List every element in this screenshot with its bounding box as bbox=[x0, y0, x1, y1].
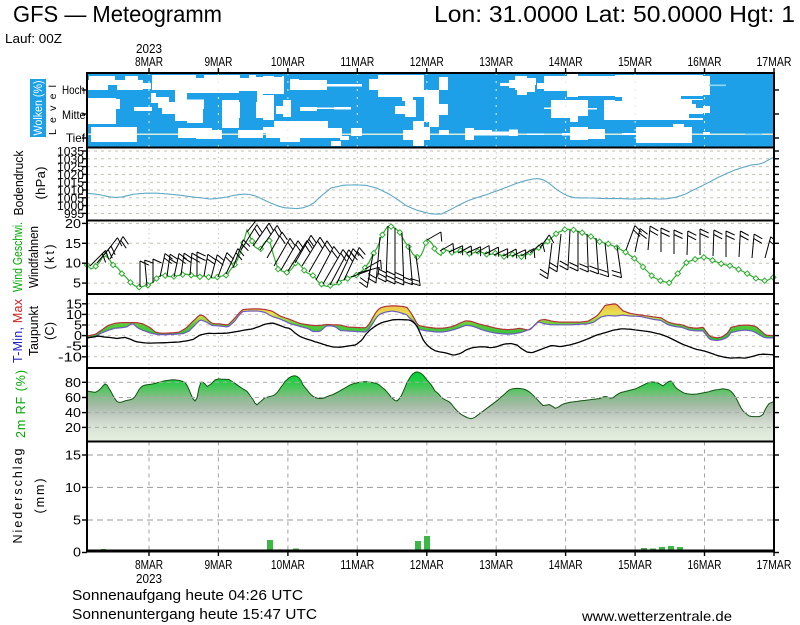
svg-text:2m RF (%): 2m RF (%) bbox=[14, 370, 28, 438]
svg-text:14MAR: 14MAR bbox=[549, 55, 583, 69]
svg-text:Sonnenuntergang heute 15:47 UT: Sonnenuntergang heute 15:47 UTC bbox=[72, 606, 317, 623]
svg-text:13MAR: 13MAR bbox=[479, 55, 513, 69]
svg-text:-5: -5 bbox=[66, 340, 82, 354]
svg-text:10MAR: 10MAR bbox=[271, 558, 305, 572]
svg-text:5: 5 bbox=[73, 277, 81, 291]
svg-text:15: 15 bbox=[65, 237, 81, 251]
svg-text:Windfahnen: Windfahnen bbox=[27, 226, 41, 288]
svg-text:-10: -10 bbox=[58, 350, 82, 364]
svg-text:Wind Geschwi.: Wind Geschwi. bbox=[11, 222, 25, 292]
svg-text:8MAR: 8MAR bbox=[135, 55, 163, 69]
svg-text:2023: 2023 bbox=[136, 42, 162, 56]
svg-text:5: 5 bbox=[73, 514, 81, 528]
svg-text:60: 60 bbox=[65, 391, 81, 405]
svg-text:11MAR: 11MAR bbox=[340, 558, 374, 572]
svg-text:15: 15 bbox=[65, 449, 81, 463]
svg-text:80: 80 bbox=[65, 376, 81, 390]
svg-text:Sonnenaufgang heute 04:26 UTC: Sonnenaufgang heute 04:26 UTC bbox=[72, 587, 303, 604]
svg-text:11MAR: 11MAR bbox=[340, 55, 374, 69]
svg-text:0: 0 bbox=[74, 329, 82, 343]
svg-text:Taupunkt: Taupunkt bbox=[27, 305, 41, 356]
svg-text:10: 10 bbox=[65, 257, 81, 271]
svg-text:20: 20 bbox=[65, 217, 81, 231]
svg-text:1020: 1020 bbox=[57, 168, 84, 182]
svg-text:1035: 1035 bbox=[57, 145, 84, 159]
svg-text:Bodendruck: Bodendruck bbox=[11, 150, 26, 215]
svg-text:16MAR: 16MAR bbox=[688, 558, 722, 572]
svg-text:Mittel: Mittel bbox=[62, 108, 88, 122]
svg-text:10: 10 bbox=[65, 481, 81, 495]
svg-text:8MAR: 8MAR bbox=[135, 558, 163, 572]
svg-text:(mm): (mm) bbox=[33, 479, 47, 514]
svg-text:Level: Level bbox=[47, 85, 59, 135]
svg-text:Lauf: 00Z: Lauf: 00Z bbox=[5, 32, 62, 46]
svg-text:(kt): (kt) bbox=[43, 245, 57, 270]
svg-text:13MAR: 13MAR bbox=[479, 558, 513, 572]
svg-text:2023: 2023 bbox=[136, 572, 162, 586]
svg-text:(C): (C) bbox=[43, 322, 57, 340]
svg-text:Tief: Tief bbox=[66, 131, 86, 145]
svg-text:Wolken (%): Wolken (%) bbox=[33, 80, 45, 135]
svg-text:9MAR: 9MAR bbox=[204, 558, 232, 572]
svg-text:GFS — Meteogramm: GFS — Meteogramm bbox=[13, 1, 222, 27]
svg-text:1005: 1005 bbox=[57, 191, 84, 205]
svg-text:15: 15 bbox=[66, 297, 82, 311]
svg-text:1000: 1000 bbox=[57, 199, 84, 213]
svg-text:www.wetterzentrale.de: www.wetterzentrale.de bbox=[581, 608, 732, 624]
svg-text:1030: 1030 bbox=[57, 152, 84, 166]
svg-text:40: 40 bbox=[65, 406, 81, 420]
svg-text:(hPa): (hPa) bbox=[33, 167, 48, 200]
svg-text:17MAR: 17MAR bbox=[756, 558, 791, 572]
svg-text:Lon: 31.0000 Lat: 50.0000 Hgt:: Lon: 31.0000 Lat: 50.0000 Hgt: 1 bbox=[434, 1, 795, 27]
svg-text:15MAR: 15MAR bbox=[618, 55, 652, 69]
svg-text:1025: 1025 bbox=[57, 160, 84, 174]
svg-text:10MAR: 10MAR bbox=[271, 55, 305, 69]
svg-text:1015: 1015 bbox=[57, 176, 84, 190]
svg-text:T-Min, Max: T-Min, Max bbox=[11, 298, 25, 363]
svg-text:5: 5 bbox=[74, 319, 82, 333]
svg-text:14MAR: 14MAR bbox=[549, 558, 583, 572]
svg-text:10: 10 bbox=[66, 308, 82, 322]
svg-text:17MAR: 17MAR bbox=[756, 55, 791, 69]
svg-text:12MAR: 12MAR bbox=[410, 55, 444, 69]
svg-text:Hoch: Hoch bbox=[62, 83, 85, 97]
svg-text:15MAR: 15MAR bbox=[618, 558, 652, 572]
svg-text:16MAR: 16MAR bbox=[688, 55, 722, 69]
svg-text:20: 20 bbox=[65, 421, 81, 435]
svg-text:0: 0 bbox=[73, 546, 81, 560]
svg-text:9MAR: 9MAR bbox=[204, 55, 232, 69]
svg-text:995: 995 bbox=[64, 207, 84, 221]
svg-text:1010: 1010 bbox=[57, 184, 84, 198]
svg-text:12MAR: 12MAR bbox=[410, 558, 444, 572]
